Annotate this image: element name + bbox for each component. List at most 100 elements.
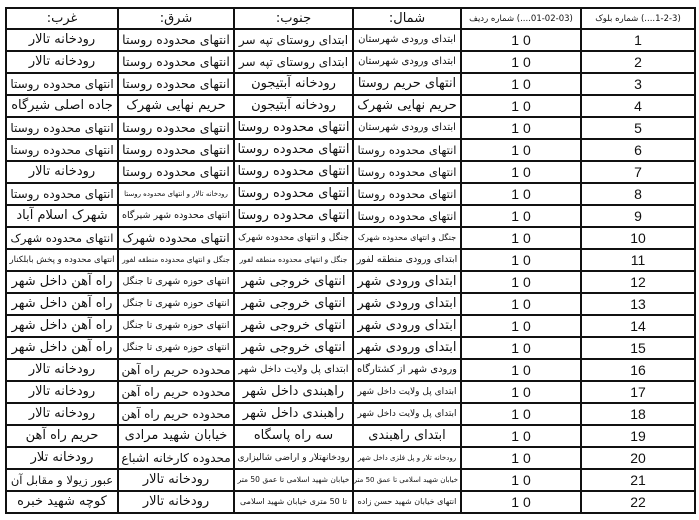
- cell-west: رودخانه تلار: [5, 446, 119, 470]
- cell-east: انتهای حوزه شهری تا جنگل: [117, 292, 235, 316]
- cell-north: انتهای محدوده روستا: [352, 204, 462, 228]
- header-east: شرق:: [117, 7, 235, 30]
- cell-north: ابتدای ورودی شهر: [352, 292, 462, 316]
- table-row: 17 0 1 ابتدای پل ولایت داخل شهر راهبندی داخ…: [5, 380, 696, 404]
- cell-block: 10: [580, 226, 696, 250]
- cell-block: 5: [580, 116, 696, 140]
- cell-west: انتهای محدوده روستا: [5, 116, 119, 140]
- cell-block: 1: [580, 28, 696, 52]
- cell-east: رودخانه تالار و انتهای محدوده روستا: [117, 182, 235, 206]
- header-row-number: (01-02-03....) شماره ردیف: [460, 7, 582, 30]
- cell-row: 0 1: [460, 182, 582, 206]
- cell-south: رودخانه آبتیجون: [233, 94, 354, 118]
- cell-west: انتهای محدوده شهرک: [5, 226, 119, 250]
- cell-west: رودخانه تالار: [5, 380, 119, 404]
- cell-west: شهرک اسلام آباد: [5, 204, 119, 228]
- cell-north: ابتدای ورودی شهر: [352, 270, 462, 294]
- cell-south: راهبندی داخل شهر: [233, 380, 354, 404]
- cell-east: محدوده حریم راه آهن: [117, 402, 235, 426]
- header-south: جنوب:: [233, 7, 354, 30]
- cell-south: انتهای محدوده روستا: [233, 182, 354, 206]
- cell-block: 21: [580, 468, 696, 492]
- cell-block: 19: [580, 424, 696, 448]
- cell-west: انتهای محدوده روستا: [5, 182, 119, 206]
- table-row: 22 0 1 انتهای خیابان شهید حسن زاده تا 50 مت…: [5, 490, 696, 514]
- cell-west: کوچه شهید خبره: [5, 490, 119, 514]
- cell-east: خیابان شهید مرادی: [117, 424, 235, 448]
- cell-west: رودخانه تالار: [5, 402, 119, 426]
- cell-west: رودخانه تالار: [5, 358, 119, 382]
- cell-east: محدوده حریم راه آهن: [117, 380, 235, 404]
- cell-east: رودخانه تالار: [117, 490, 235, 514]
- cell-block: 2: [580, 50, 696, 74]
- cell-block: 11: [580, 248, 696, 272]
- cell-block: 7: [580, 160, 696, 184]
- table-row: 11 0 1 ابتدای ورودی منطقه لفور جنگل و انتها…: [5, 248, 696, 272]
- cell-south: انتهای خروجی شهر: [233, 292, 354, 316]
- cell-north: ابتدای ورودی شهر: [352, 314, 462, 338]
- cell-west: انتهای محدوده روستا: [5, 138, 119, 162]
- boundaries-table: (1-2-3....) شماره بلوک (01-02-03....) شم…: [5, 7, 696, 514]
- cell-row: 0 1: [460, 50, 582, 74]
- cell-row: 0 1: [460, 380, 582, 404]
- cell-west: رودخانه تالار: [5, 160, 119, 184]
- header-row: (1-2-3....) شماره بلوک (01-02-03....) شم…: [5, 7, 696, 30]
- cell-west: رودخانه تالار: [5, 28, 119, 52]
- cell-east: انتهای محدوده شهر شیرگاه: [117, 204, 235, 228]
- cell-block: 22: [580, 490, 696, 514]
- cell-west: راه آهن داخل شهر: [5, 314, 119, 338]
- header-north: شمال:: [352, 7, 462, 30]
- cell-west: رودخانه تالار: [5, 50, 119, 74]
- cell-east: انتهای حوزه شهری تا جنگل: [117, 336, 235, 360]
- cell-east: انتهای حوزه شهری تا جنگل: [117, 314, 235, 338]
- cell-row: 0 1: [460, 358, 582, 382]
- cell-west: عبور زیولا و مقابل آن: [5, 468, 119, 492]
- cell-south: جنگل و انتهای محدوده شهرک: [233, 226, 354, 250]
- cell-north: ابتدای ورودی منطقه لفور: [352, 248, 462, 272]
- cell-south: راهبندی داخل شهر: [233, 402, 354, 426]
- cell-block: 14: [580, 314, 696, 338]
- cell-block: 6: [580, 138, 696, 162]
- table-row: 20 0 1 رودخانه تلار و پل فلزی داخل شهر رودخ…: [5, 446, 696, 470]
- table-row: 19 0 1 ابتدای راهبندی سه راه پاسگاه خیابان ش…: [5, 424, 696, 448]
- cell-block: 18: [580, 402, 696, 426]
- cell-row: 0 1: [460, 72, 582, 96]
- cell-west: جاده اصلی شیرگاه: [5, 94, 119, 118]
- table-row: 15 0 1 ابتدای ورودی شهر انتهای خروجی شهر انت…: [5, 336, 696, 360]
- cell-east: انتهای محدوده شهرک: [117, 226, 235, 250]
- cell-south: خیابان شهید اسلامی تا عمق 50 متر: [233, 468, 354, 492]
- cell-north: ابتدای ورودی شهرستان: [352, 116, 462, 140]
- cell-row: 0 1: [460, 402, 582, 426]
- cell-north: جنگل و انتهای محدوده شهرک: [352, 226, 462, 250]
- cell-block: 3: [580, 72, 696, 96]
- cell-east: انتهای محدوده روستا: [117, 28, 235, 52]
- cell-north: انتهای محدوده روستا: [352, 160, 462, 184]
- cell-west: راه آهن داخل شهر: [5, 270, 119, 294]
- cell-row: 0 1: [460, 336, 582, 360]
- cell-east: رودخانه تالار: [117, 468, 235, 492]
- cell-north: خیابان شهید اسلامی تا عمق 50 متر: [352, 468, 462, 492]
- cell-block: 9: [580, 204, 696, 228]
- cell-block: 16: [580, 358, 696, 382]
- cell-south: ابتدای روستای تپه سر: [233, 50, 354, 74]
- header-block-number: (1-2-3....) شماره بلوک: [580, 7, 696, 30]
- cell-block: 4: [580, 94, 696, 118]
- cell-row: 0 1: [460, 468, 582, 492]
- cell-north: ابتدای ورودی شهرستان: [352, 28, 462, 52]
- cell-block: 20: [580, 446, 696, 470]
- cell-east: انتهای محدوده روستا: [117, 50, 235, 74]
- cell-north: انتهای محدوده روستا: [352, 182, 462, 206]
- cell-north: رودخانه تلار و پل فلزی داخل شهر: [352, 446, 462, 470]
- cell-row: 0 1: [460, 138, 582, 162]
- cell-south: سه راه پاسگاه: [233, 424, 354, 448]
- cell-row: 0 1: [460, 446, 582, 470]
- cell-row: 0 1: [460, 28, 582, 52]
- cell-north: انتهای خیابان شهید حسن زاده: [352, 490, 462, 514]
- cell-east: محدوده حریم راه آهن: [117, 358, 235, 382]
- cell-east: محدوده کارخانه اشباع: [117, 446, 235, 470]
- cell-west: راه آهن داخل شهر: [5, 336, 119, 360]
- cell-west: حریم راه آهن: [5, 424, 119, 448]
- cell-east: انتهای محدوده روستا: [117, 72, 235, 96]
- cell-west: انتهای محدوده و پخش بابلکنار: [5, 248, 119, 272]
